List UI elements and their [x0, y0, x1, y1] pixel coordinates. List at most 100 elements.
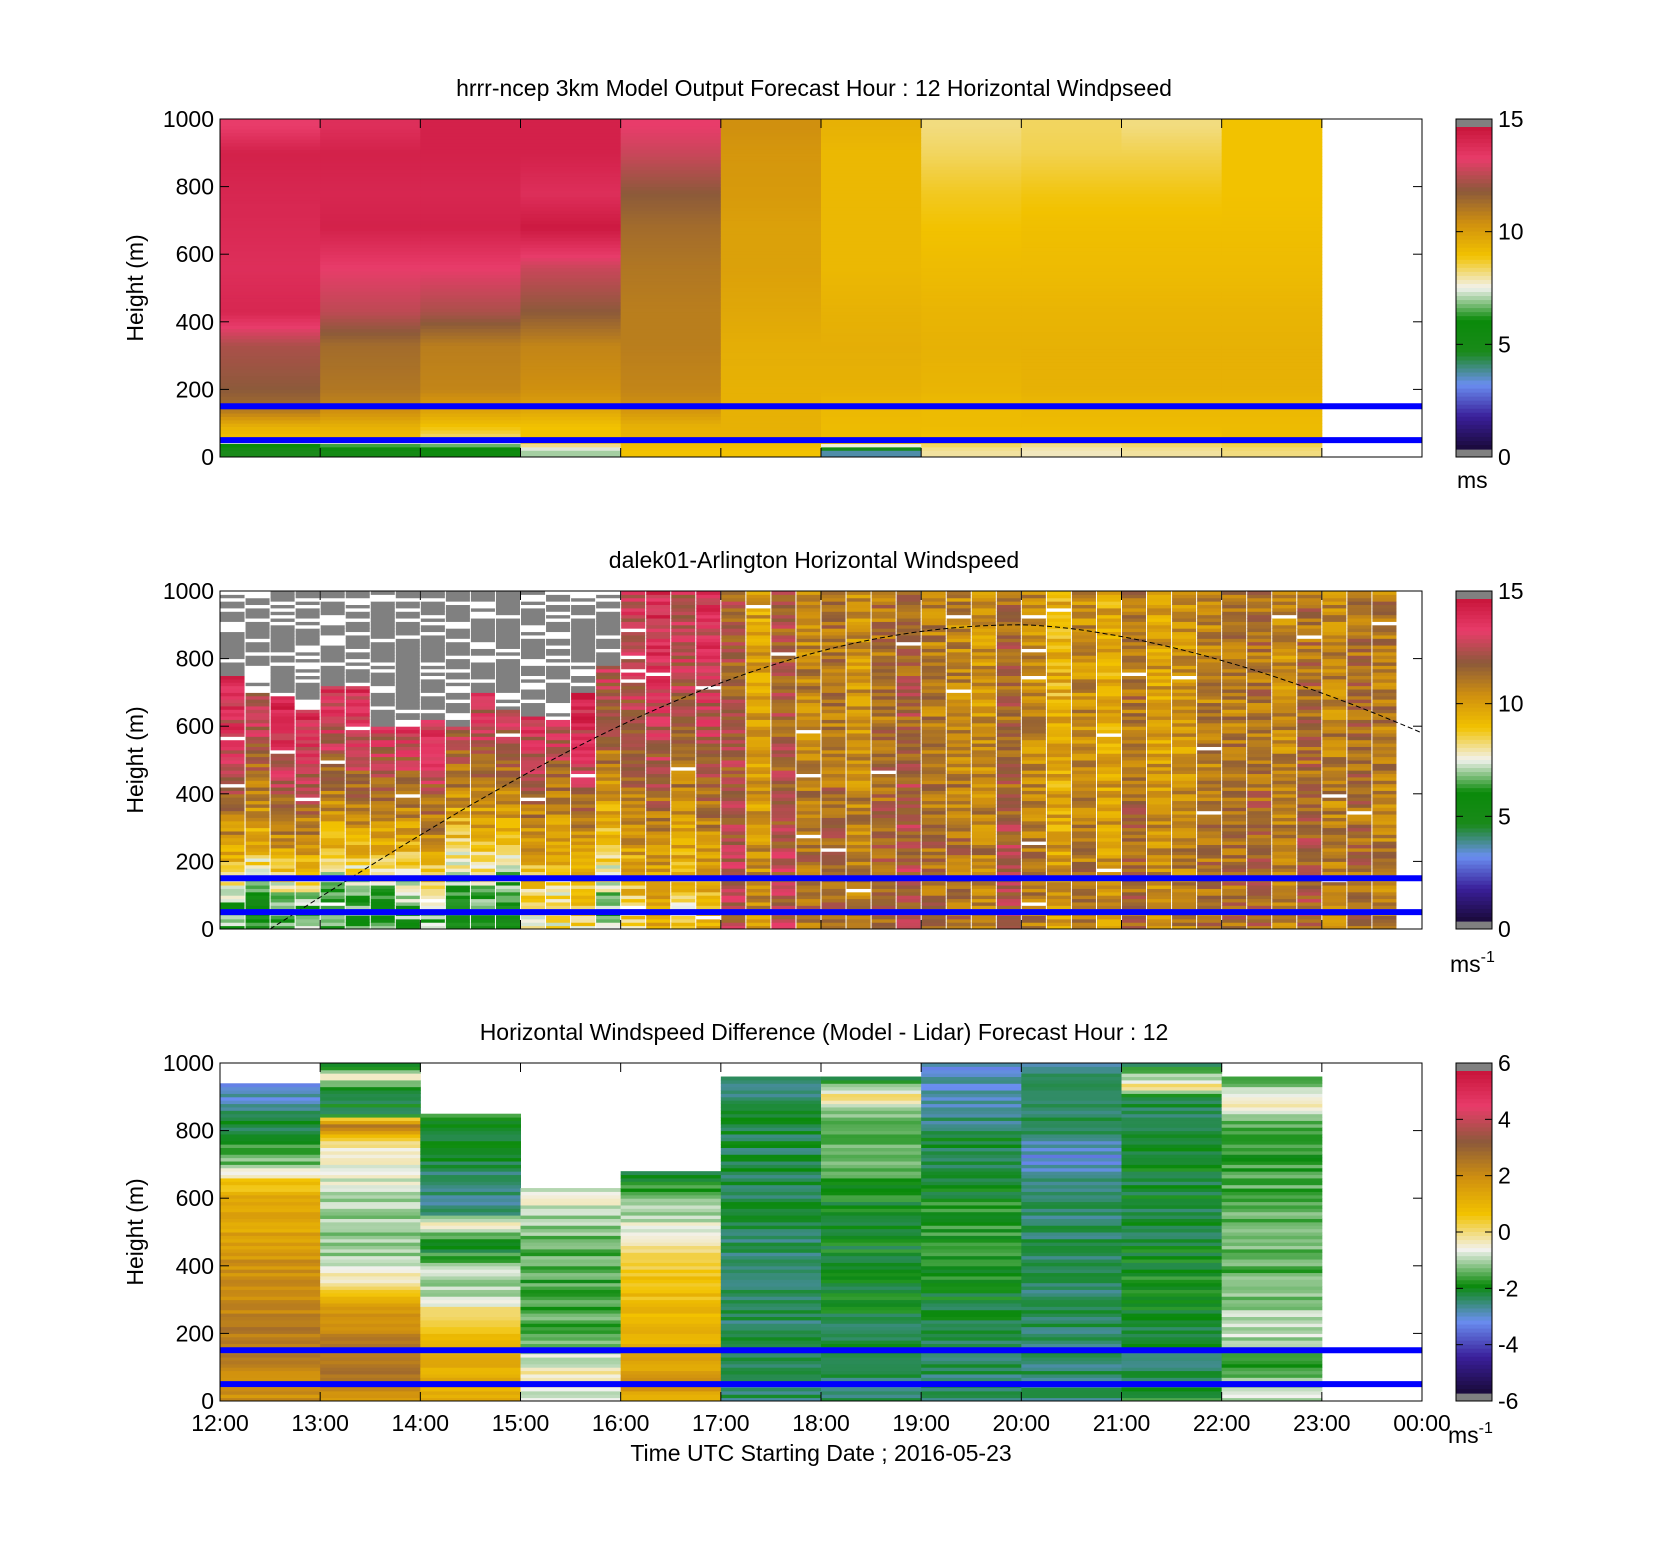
lidar-cell	[771, 803, 796, 808]
model-cell	[720, 409, 822, 414]
lidar-cell	[921, 634, 946, 639]
model-cell	[1121, 291, 1223, 296]
lidar-cell	[696, 891, 721, 896]
lidar-cell	[721, 868, 746, 873]
y-tick-label: 0	[201, 444, 214, 470]
lidar-cell	[470, 648, 495, 653]
lidar-cell	[270, 922, 295, 927]
lidar-cell	[370, 871, 395, 876]
lidar-cell	[596, 597, 621, 602]
lidar-cell	[996, 678, 1021, 683]
lidar-cell	[1046, 618, 1071, 622]
lidar-cell	[971, 658, 996, 663]
colorbar-swatch	[1456, 368, 1492, 374]
lidar-cell	[395, 824, 420, 829]
lidar-cell	[896, 743, 921, 747]
lidar-cell	[495, 918, 520, 923]
model-cell	[821, 342, 922, 346]
lidar-cell	[696, 702, 721, 707]
lidar-cell	[546, 665, 571, 670]
model-cell	[520, 186, 622, 191]
lidar-cell	[771, 689, 796, 693]
lidar-cell	[996, 675, 1021, 680]
lidar-cell	[1046, 594, 1071, 599]
model-cell	[1121, 301, 1223, 306]
lidar-cell	[470, 685, 495, 690]
model-cell	[420, 423, 521, 428]
lidar-cell	[796, 793, 821, 798]
lidar-cell	[220, 864, 245, 869]
lidar-cell	[345, 736, 370, 741]
lidar-cell	[646, 898, 671, 903]
lidar-cell	[320, 827, 345, 832]
model-cell	[1121, 446, 1223, 451]
lidar-cell	[1071, 888, 1096, 893]
lidar-cell	[996, 672, 1021, 676]
lidar-cell	[1147, 824, 1172, 829]
model-cell	[520, 399, 622, 404]
lidar-cell	[1071, 621, 1096, 626]
lidar-cell	[746, 901, 771, 906]
model-cell	[220, 247, 321, 252]
model-cell	[720, 399, 822, 404]
lidar-cell	[1071, 780, 1096, 785]
lidar-cell	[295, 607, 320, 612]
lidar-cell	[1046, 722, 1071, 727]
lidar-cell	[771, 716, 796, 720]
lidar-cell	[621, 861, 646, 866]
lidar-cell	[996, 611, 1021, 616]
lidar-cell	[946, 844, 971, 849]
lidar-cell	[1122, 678, 1147, 683]
lidar-cell	[445, 658, 470, 663]
lidar-cell	[546, 922, 571, 927]
lidar-cell	[671, 844, 696, 849]
lidar-cell	[345, 692, 370, 697]
lidar-cell	[996, 749, 1021, 754]
lidar-cell	[621, 716, 646, 720]
model-cell	[220, 220, 321, 225]
model-cell	[420, 119, 521, 123]
lidar-cell	[896, 800, 921, 805]
lidar-cell	[521, 827, 546, 832]
lidar-cell	[445, 672, 470, 676]
model-cell	[921, 379, 1022, 384]
lidar-cell	[1071, 661, 1096, 666]
lidar-cell	[571, 651, 596, 656]
lidar-cell	[1021, 594, 1046, 599]
model-cell	[821, 139, 922, 144]
model-cell	[620, 311, 722, 316]
lidar-cell	[220, 776, 245, 781]
model-cell	[821, 250, 922, 255]
model-cell	[1021, 294, 1122, 299]
lidar-cell	[821, 672, 846, 676]
lidar-cell	[1021, 597, 1046, 602]
lidar-cell	[320, 858, 345, 862]
lidar-cell	[445, 607, 470, 612]
model-cell	[220, 162, 321, 167]
lidar-cell	[846, 689, 871, 693]
lidar-cell	[796, 922, 821, 927]
lidar-cell	[1021, 719, 1046, 724]
lidar-cell	[270, 780, 295, 785]
lidar-cell	[896, 611, 921, 616]
lidar-cell	[395, 651, 420, 656]
lidar-cell	[495, 756, 520, 761]
model-cell	[320, 186, 421, 191]
lidar-cell	[220, 682, 245, 687]
lidar-cell	[445, 922, 470, 927]
lidar-cell	[671, 591, 696, 595]
lidar-cell	[1096, 624, 1121, 629]
lidar-cell	[420, 915, 445, 920]
lidar-cell	[896, 651, 921, 656]
model-cell	[720, 429, 822, 434]
lidar-cell	[1096, 739, 1121, 744]
lidar-cell	[671, 827, 696, 832]
lidar-cell	[996, 645, 1021, 649]
lidar-cell	[621, 753, 646, 758]
lidar-cell	[220, 604, 245, 609]
lidar-cell	[571, 820, 596, 825]
lidar-cell	[721, 824, 746, 829]
lidar-cell	[796, 770, 821, 775]
lidar-cell	[420, 726, 445, 731]
model-cell	[620, 365, 722, 370]
